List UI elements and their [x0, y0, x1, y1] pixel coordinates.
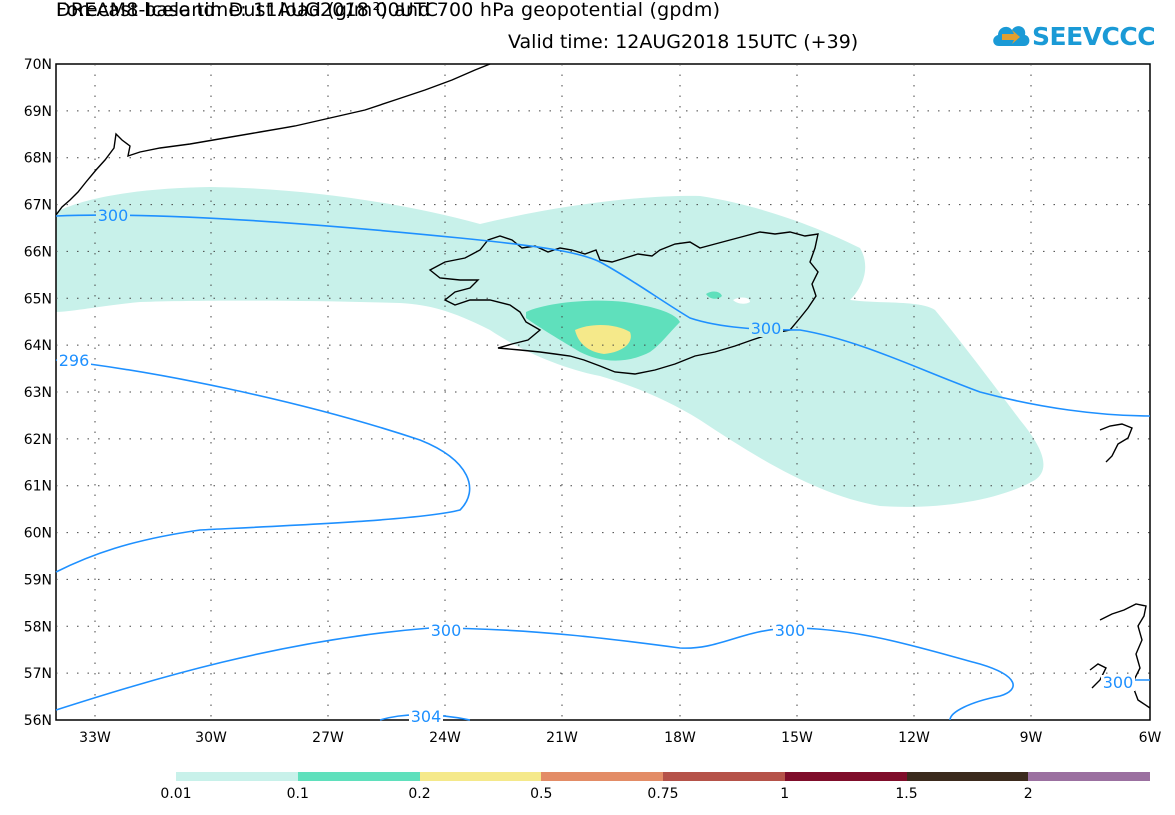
lat-label: 68N [24, 151, 52, 167]
lat-label: 57N [24, 666, 52, 682]
latitude-labels: 70N 69N 68N 67N 66N 65N 64N 63N 62N 61N 60N 59N 58N 5… [24, 57, 52, 729]
lat-label: 64N [24, 338, 52, 354]
lat-label: 56N [24, 713, 52, 729]
dust-shading [56, 187, 1044, 507]
contour-labels: 300 296 300 300 300 304 300 [57, 206, 1135, 726]
legend-colorbar [176, 772, 1150, 781]
title-line-1: DREAM8-Iceland: Dust load (g/m²) and 700… [56, 0, 721, 21]
lon-label: 12W [898, 730, 930, 746]
lat-label: 70N [24, 57, 52, 73]
contour-label: 300 [98, 206, 129, 225]
contour-296 [55, 359, 471, 573]
lat-label: 59N [24, 572, 52, 588]
iceland-coast [428, 231, 819, 375]
legend-threshold-label: 0.75 [647, 786, 679, 802]
contour-label-bg [749, 321, 783, 337]
cloud-icon [993, 26, 1030, 46]
lon-label: 15W [781, 730, 813, 746]
longitude-labels: 33W 30W 27W 24W 21W 18W 15W 12W 9W 6W [79, 730, 1161, 746]
legend-swatch [906, 772, 1029, 781]
legend-swatch [663, 772, 785, 781]
greenland-coast [55, 63, 491, 216]
contour-label-bg [96, 208, 130, 224]
contour-label: 300 [431, 621, 462, 640]
dust-area-0.2 [575, 324, 631, 354]
legend-threshold-label: 0.5 [530, 786, 553, 802]
contour-300-south [55, 627, 1014, 721]
lon-label: 9W [1020, 730, 1043, 746]
dust-area-0.1-b [706, 291, 722, 299]
lon-label: 27W [312, 730, 344, 746]
contour-label-bg [773, 623, 807, 639]
lat-label: 58N [24, 619, 52, 635]
seevccc-logo: SEEVCCC [990, 18, 1156, 58]
legend-threshold-label: 2 [1023, 786, 1033, 802]
legend-swatch [176, 772, 298, 781]
legend-swatch [1028, 772, 1150, 781]
hebrides-coast [1089, 663, 1107, 689]
legend-threshold-label: 1.5 [895, 786, 918, 802]
gridlines [56, 64, 1150, 720]
legend-threshold-label: 1 [780, 786, 790, 802]
contour-label-bg [429, 623, 463, 639]
contour-label: 300 [775, 621, 806, 640]
contour-label: 300 [751, 319, 782, 338]
lat-label: 67N [24, 198, 52, 214]
contour-300-north [55, 214, 1151, 417]
contour-label: 296 [59, 351, 90, 370]
legend-threshold-label: 0.01 [160, 786, 192, 802]
legend-swatch [297, 772, 420, 781]
legend-threshold-label: 0.2 [408, 786, 431, 802]
gap-area [733, 297, 750, 304]
scotland-coast [1099, 603, 1151, 709]
lat-label: 63N [24, 385, 52, 401]
lon-label: 6W [1139, 730, 1162, 746]
lon-label: 24W [429, 730, 461, 746]
title-line-2: Forecast base time: 11AUG2018 00UTC [56, 0, 439, 21]
lat-label: 61N [24, 479, 52, 495]
legend-threshold-label: 0.1 [286, 786, 309, 802]
lon-label: 21W [546, 730, 578, 746]
lat-label: 62N [24, 432, 52, 448]
valid-time: Valid time: 12AUG2018 15UTC (+39) [508, 31, 859, 53]
legend-swatch [541, 772, 663, 781]
lat-label: 66N [24, 244, 52, 260]
contour-label: 300 [1103, 673, 1134, 692]
logo-text: SEEVCCC [1032, 22, 1156, 51]
lon-label: 18W [664, 730, 696, 746]
contour-label: 304 [411, 707, 442, 726]
contour-label-bg [57, 353, 91, 369]
geopotential-contours [55, 214, 1151, 721]
lon-label: 33W [79, 730, 111, 746]
contour-label-bg [409, 709, 443, 725]
lon-label: 30W [195, 730, 227, 746]
faroe-coast [1099, 423, 1133, 463]
lat-label: 65N [24, 291, 52, 307]
lat-label: 69N [24, 104, 52, 120]
contour-label-bg [1101, 675, 1135, 691]
legend-swatch [784, 772, 907, 781]
lat-label: 60N [24, 526, 52, 542]
dust-area-0.01 [56, 187, 1044, 507]
legend-swatch [419, 772, 542, 781]
